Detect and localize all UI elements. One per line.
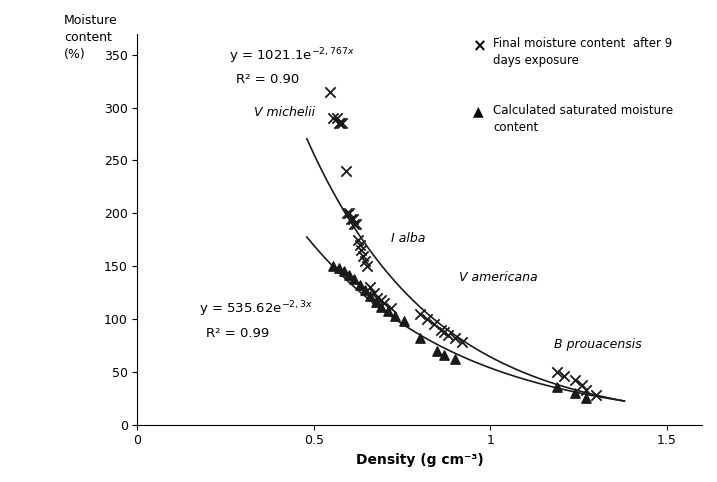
Text: y = 1021.1e$^{-2,767x}$: y = 1021.1e$^{-2,767x}$: [229, 46, 355, 66]
Point: [569, 389, 581, 397]
Point: [456, 338, 467, 346]
Point: [439, 351, 450, 359]
Point: [324, 88, 336, 95]
Point: [590, 391, 602, 399]
Point: [333, 120, 344, 127]
Point: [379, 299, 390, 307]
Text: I alba: I alba: [391, 232, 426, 245]
Point: [333, 265, 344, 272]
Point: [375, 304, 386, 311]
Point: [331, 114, 343, 122]
Point: [335, 120, 346, 127]
Point: [386, 305, 397, 312]
Point: [432, 347, 443, 355]
Point: [352, 236, 364, 243]
Point: [361, 262, 373, 270]
Point: [559, 372, 570, 380]
Point: [551, 383, 563, 390]
Point: [389, 312, 401, 320]
Point: [435, 326, 447, 334]
Point: [359, 287, 371, 295]
Point: [348, 275, 360, 282]
Text: V americana: V americana: [459, 271, 537, 284]
Point: [354, 281, 366, 289]
Point: [370, 298, 381, 306]
Point: [354, 241, 366, 249]
Text: ×: ×: [473, 38, 488, 55]
Text: ▲: ▲: [473, 104, 484, 118]
Point: [375, 296, 386, 304]
Point: [340, 167, 351, 175]
Point: [580, 394, 592, 402]
Point: [364, 292, 376, 300]
Point: [421, 315, 432, 323]
Text: y = 535.62e$^{-2,3x}$: y = 535.62e$^{-2,3x}$: [199, 300, 313, 320]
Text: V michelii: V michelii: [254, 106, 315, 119]
Point: [364, 283, 376, 291]
Point: [382, 307, 394, 314]
Point: [442, 331, 454, 339]
Point: [347, 214, 358, 222]
Point: [348, 220, 360, 228]
Point: [358, 252, 369, 259]
Point: [341, 209, 353, 217]
Point: [576, 381, 588, 388]
Point: [359, 257, 371, 265]
Point: [428, 321, 440, 328]
Point: [338, 268, 350, 275]
Point: [569, 376, 581, 384]
Point: [328, 114, 339, 122]
Text: R² = 0.90: R² = 0.90: [236, 73, 300, 86]
Point: [439, 328, 450, 335]
Text: B prouacensis: B prouacensis: [554, 337, 642, 350]
Text: R² = 0.99: R² = 0.99: [206, 327, 270, 340]
Point: [343, 271, 355, 279]
Text: Calculated saturated moisture
content: Calculated saturated moisture content: [493, 104, 673, 134]
Point: [328, 262, 339, 270]
X-axis label: Density (g cm⁻³): Density (g cm⁻³): [356, 453, 483, 467]
Point: [450, 355, 461, 363]
Text: Final moisture content  after 9
days exposure: Final moisture content after 9 days expo…: [493, 38, 673, 67]
Point: [351, 220, 362, 228]
Point: [368, 289, 379, 296]
Point: [343, 209, 355, 217]
Point: [356, 246, 367, 254]
Point: [414, 334, 425, 342]
Point: [414, 310, 425, 318]
Text: Moisture
content
(%): Moisture content (%): [64, 14, 118, 61]
Point: [450, 334, 461, 342]
Point: [336, 120, 348, 127]
Point: [371, 294, 383, 302]
Point: [580, 386, 592, 394]
Point: [345, 214, 356, 222]
Point: [398, 317, 409, 325]
Point: [551, 368, 563, 375]
